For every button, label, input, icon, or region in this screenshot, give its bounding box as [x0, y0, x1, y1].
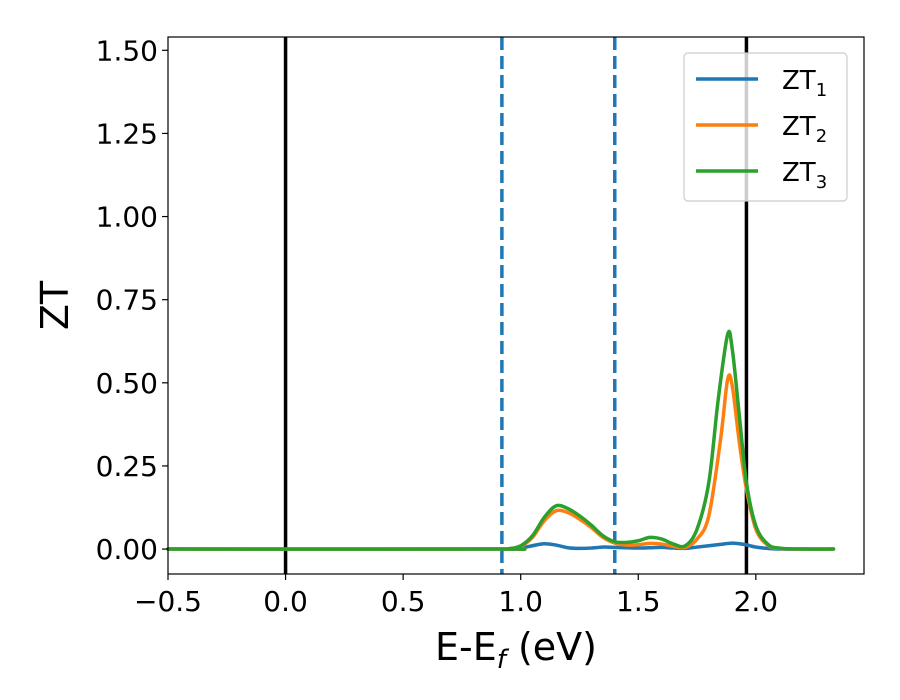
plot-frame [167, 36, 865, 575]
y-tick-label: 0.75 [96, 284, 158, 317]
y-tick-label: 1.25 [96, 117, 158, 150]
legend-item-zt3: ZT3 [696, 158, 827, 193]
x-axis-title: E-Ef (eV) [435, 625, 597, 675]
legend-label: ZT3 [782, 158, 827, 193]
x-tick-label: 2.0 [734, 585, 779, 618]
x-axis-ticks: −0.5 0.0 0.5 1.0 1.5 2.0 [134, 574, 778, 618]
x-tick-label: −0.5 [134, 585, 202, 618]
y-tick-label: 0.00 [96, 533, 158, 566]
y-tick-label: 0.25 [96, 450, 158, 483]
y-tick-label: 0.50 [96, 367, 158, 400]
series-line-zt3 [166, 329, 836, 551]
legend-label: ZT2 [782, 112, 827, 147]
series-lines [166, 329, 836, 551]
x-tick-label: 0.0 [263, 585, 308, 618]
legend-label: ZT1 [782, 66, 827, 101]
legend-box [683, 52, 848, 202]
legend-item-zt2: ZT2 [696, 112, 827, 147]
x-tick-label: 1.0 [498, 585, 543, 618]
x-tick-label: 0.5 [381, 585, 426, 618]
y-axis-ticks: 0.00 0.25 0.50 0.75 1.00 1.25 1.50 [96, 34, 168, 566]
y-tick-label: 1.00 [96, 201, 158, 234]
y-axis-title: ZT [33, 280, 77, 330]
x-tick-label: 1.5 [616, 585, 661, 618]
y-tick-label: 1.50 [96, 34, 158, 67]
legend-item-zt1: ZT1 [696, 66, 827, 101]
legend: ZT1 ZT2 ZT3 [683, 52, 848, 202]
reference-lines [283, 37, 749, 574]
